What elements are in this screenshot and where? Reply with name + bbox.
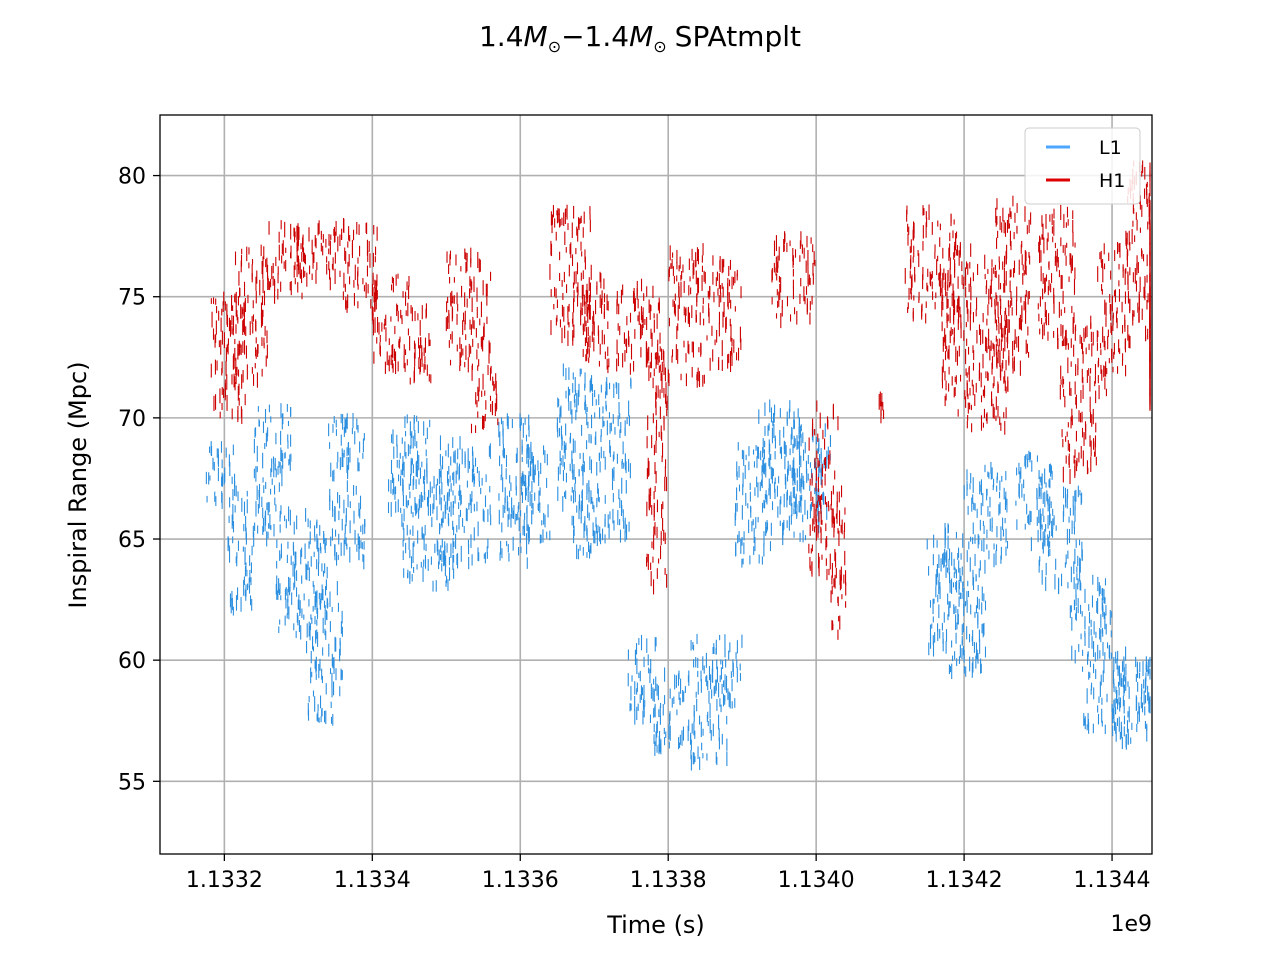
y-tick-label: 60: [118, 649, 146, 674]
x-axis-label: Time (s): [606, 911, 705, 939]
plot-frame: [159, 114, 1153, 855]
legend: L1 H1: [1024, 127, 1141, 205]
y-tick-label: 65: [118, 528, 146, 553]
y-tick-label: 70: [118, 407, 146, 432]
x-tick-label: 1.1342: [926, 868, 1003, 893]
x-tick-label: 1.1332: [186, 868, 263, 893]
x-offset-label: 1e9: [1110, 912, 1152, 937]
x-tick-label: 1.1334: [334, 868, 411, 893]
legend-box: [1024, 127, 1141, 205]
series-l1: [205, 363, 1151, 771]
series-h1: [210, 160, 1151, 640]
axis-ticks: 1.1332 1.1334 1.1336 1.1338 1.1340 1.1342 1.13…: [118, 165, 1151, 893]
y-tick-label: 80: [118, 165, 146, 190]
x-tick-label: 1.1340: [778, 868, 855, 893]
x-tick-label: 1.1338: [630, 868, 707, 893]
y-tick-label: 75: [118, 286, 146, 311]
x-tick-label: 1.1344: [1074, 868, 1151, 893]
y-axis-label: Inspiral Range (Mpc): [64, 361, 92, 608]
x-tick-label: 1.1336: [482, 868, 559, 893]
plot-area: [160, 115, 1152, 854]
y-tick-label: 55: [118, 770, 146, 795]
legend-label-h1: H1: [1099, 170, 1125, 192]
data-marks: [205, 160, 1151, 771]
chart-title: 1.4M⊙−1.4M⊙ SPAtmplt: [479, 20, 801, 56]
legend-label-l1: L1: [1099, 137, 1122, 159]
